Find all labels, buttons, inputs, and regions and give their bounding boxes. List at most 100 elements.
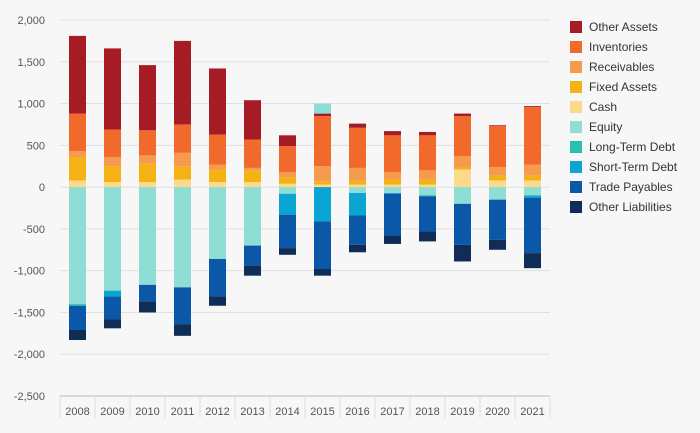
bar-segment-receivables <box>279 172 296 178</box>
bar-segment-trade-payables <box>174 287 191 325</box>
bar-segment-other-liabilities <box>209 296 226 306</box>
bar-segment-receivables <box>314 166 331 182</box>
bar-segment-fixed-assets <box>524 175 541 181</box>
bar-segment-other-assets <box>349 123 366 128</box>
bar-segment-cash <box>314 184 331 188</box>
bar-segment-long-term-debt <box>69 304 86 306</box>
bar-segment-inventories <box>69 113 86 152</box>
legend-item: Fixed Assets <box>570 77 677 97</box>
bar-segment-cash <box>349 184 366 188</box>
x-tick-label: 2016 <box>345 406 369 418</box>
bar-segment-receivables <box>244 167 261 171</box>
bar-segment-equity <box>419 187 436 196</box>
x-tick-label: 2017 <box>380 406 404 418</box>
bar-segment-receivables <box>349 167 366 181</box>
bar-segment-short-term-debt <box>314 187 331 222</box>
bar-segment-receivables <box>209 164 226 170</box>
bar-segment-inventories <box>384 135 401 173</box>
bar-segment-other-liabilities <box>454 244 471 262</box>
x-tick-label: 2012 <box>205 406 229 418</box>
bar-segment-equity <box>524 187 541 196</box>
bar-segment-fixed-assets <box>489 175 506 181</box>
x-tick-label: 2009 <box>100 406 124 418</box>
bar-segment-cash <box>384 184 401 188</box>
legend-item: Other Assets <box>570 17 677 37</box>
bar-segment-other-assets <box>524 106 541 107</box>
bar-segment-other-liabilities <box>139 301 156 313</box>
legend-item: Cash <box>570 97 677 117</box>
bar-segment-cash <box>174 179 191 188</box>
legend-item: Trade Payables <box>570 177 677 197</box>
bar-segment-short-term-debt <box>279 193 296 215</box>
legend-swatch <box>570 141 582 153</box>
bar-segment-trade-payables <box>314 221 331 269</box>
bar-segment-trade-payables <box>524 197 541 254</box>
bar-segment-short-term-debt <box>384 192 401 194</box>
chart-legend: Other Assets Inventories Receivables Fixed … <box>570 17 677 217</box>
bar-segment-other-liabilities <box>279 248 296 255</box>
bar-segment-inventories <box>349 127 366 168</box>
bar-segment-inventories <box>454 116 471 157</box>
bar-segment-equity <box>349 187 366 193</box>
bar-segment-equity <box>454 187 471 204</box>
bar-segment-other-assets <box>174 40 191 125</box>
bar-segment-receivables <box>384 172 401 180</box>
legend-swatch <box>570 101 582 113</box>
bar-segment-cash <box>139 182 156 188</box>
bar-segment-inventories <box>139 130 156 156</box>
y-tick-label: 2,000 <box>17 15 45 27</box>
legend-label: Inventories <box>589 40 648 54</box>
y-tick-label: 0 <box>39 182 45 194</box>
bar-segment-inventories <box>244 139 261 168</box>
bar-segment-equity <box>174 187 191 288</box>
legend-item: Equity <box>570 117 677 137</box>
y-tick-label: 1,500 <box>17 57 45 69</box>
bar-segment-receivables <box>454 156 471 168</box>
bar-segment-other-assets <box>279 135 296 147</box>
bar-segment-fixed-assets <box>349 180 366 185</box>
bar-segment-other-assets <box>244 100 261 140</box>
bar-segment-fixed-assets <box>174 166 191 180</box>
bar-segment-trade-payables <box>244 245 261 266</box>
y-tick-label: -1,500 <box>14 307 45 319</box>
x-tick-label: 2014 <box>275 406 299 418</box>
bar-segment-fixed-assets <box>314 181 331 185</box>
bar-segment-short-term-debt <box>104 290 121 297</box>
bar-segment-fixed-assets <box>244 170 261 183</box>
bar-segment-trade-payables <box>489 199 506 240</box>
bar-segment-other-assets <box>489 125 506 127</box>
bar-segment-cash <box>419 184 436 188</box>
bar-segment-trade-payables <box>279 214 296 249</box>
bar-segment-receivables <box>524 164 541 176</box>
bar-segment-equity <box>384 187 401 193</box>
bar-segment-equity <box>209 187 226 259</box>
bar-segment-other-assets <box>104 48 121 130</box>
bar-segment-other-liabilities <box>419 231 436 242</box>
bar-segment-short-term-debt <box>419 195 436 197</box>
bar-segment-other-assets <box>139 65 156 131</box>
x-tick-label: 2019 <box>450 406 474 418</box>
legend-label: Equity <box>589 120 623 134</box>
legend-item: Other Liabilities <box>570 197 677 217</box>
bar-segment-fixed-assets <box>139 163 156 183</box>
x-tick-label: 2020 <box>485 406 509 418</box>
bar-segment-fixed-assets <box>279 177 296 184</box>
bar-segment-equity <box>244 187 261 246</box>
bar-segment-receivables <box>104 157 121 167</box>
bar-segment-other-liabilities <box>524 253 541 269</box>
bar-segment-receivables <box>69 151 86 158</box>
y-tick-label: -1,000 <box>14 266 45 278</box>
legend-swatch <box>570 181 582 193</box>
legend-label: Fixed Assets <box>589 80 658 94</box>
bar-segment-other-liabilities <box>384 235 401 244</box>
bar-segment-other-assets <box>454 113 471 117</box>
x-tick-label: 2008 <box>65 406 89 418</box>
bar-segment-equity <box>139 187 156 285</box>
bar-segment-cash <box>69 180 86 188</box>
y-tick-label: -2,500 <box>14 391 45 403</box>
bar-segment-fixed-assets <box>104 166 121 183</box>
bar-segment-short-term-debt <box>349 192 366 216</box>
bar-segment-cash <box>209 182 226 188</box>
